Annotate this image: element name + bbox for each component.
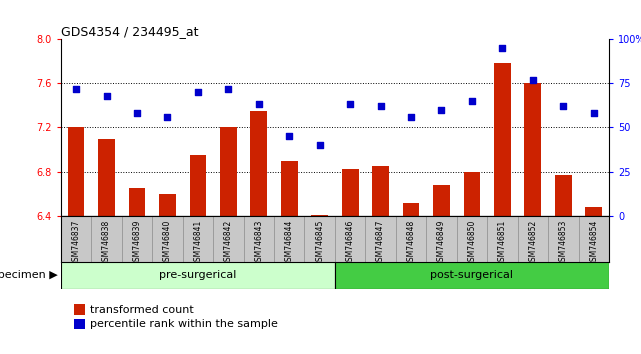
Bar — [190, 155, 206, 216]
Text: GSM746837: GSM746837 — [72, 219, 81, 266]
Text: pre-surgerical: pre-surgerical — [159, 270, 237, 280]
Text: specimen ▶: specimen ▶ — [0, 270, 58, 280]
Point — [254, 102, 264, 107]
Bar — [433, 185, 450, 216]
Bar — [68, 127, 85, 216]
Text: percentile rank within the sample: percentile rank within the sample — [90, 319, 278, 329]
Bar — [487, 216, 518, 262]
Bar — [524, 83, 541, 216]
Bar — [548, 216, 578, 262]
Bar — [463, 172, 480, 216]
Point — [558, 103, 569, 109]
Bar — [342, 170, 358, 216]
Bar — [183, 216, 213, 262]
Text: GSM746844: GSM746844 — [285, 219, 294, 266]
Text: GSM746838: GSM746838 — [102, 219, 111, 266]
Text: GSM746843: GSM746843 — [254, 219, 263, 266]
Bar — [312, 215, 328, 216]
Point — [223, 86, 233, 91]
Bar — [153, 216, 183, 262]
Bar — [518, 216, 548, 262]
Bar — [122, 216, 153, 262]
Bar — [494, 63, 511, 216]
Point — [528, 77, 538, 82]
Bar — [304, 216, 335, 262]
Text: GDS4354 / 234495_at: GDS4354 / 234495_at — [61, 25, 199, 38]
Bar — [403, 202, 419, 216]
Bar — [129, 188, 146, 216]
Bar — [220, 127, 237, 216]
Text: GSM746854: GSM746854 — [589, 219, 598, 266]
Bar — [365, 216, 395, 262]
Text: GSM746850: GSM746850 — [467, 219, 476, 266]
Bar — [244, 216, 274, 262]
Point — [162, 114, 172, 120]
Text: GSM746849: GSM746849 — [437, 219, 446, 266]
Bar — [251, 111, 267, 216]
Point — [284, 133, 294, 139]
Text: GSM746846: GSM746846 — [345, 219, 354, 266]
Bar — [585, 207, 602, 216]
Point — [315, 142, 325, 148]
Bar — [426, 216, 456, 262]
Text: GSM746853: GSM746853 — [559, 219, 568, 266]
Bar — [372, 166, 389, 216]
Bar — [61, 216, 92, 262]
Bar — [98, 138, 115, 216]
Bar — [159, 194, 176, 216]
Point — [193, 89, 203, 95]
Bar — [335, 216, 365, 262]
Point — [497, 45, 508, 51]
Point — [132, 110, 142, 116]
Bar — [213, 216, 244, 262]
Text: GSM746842: GSM746842 — [224, 219, 233, 266]
Text: GSM746845: GSM746845 — [315, 219, 324, 266]
Point — [101, 93, 112, 98]
Text: GSM746848: GSM746848 — [406, 219, 415, 266]
Bar — [456, 216, 487, 262]
Point — [406, 114, 416, 120]
Bar — [396, 216, 426, 262]
Text: GSM746841: GSM746841 — [194, 219, 203, 266]
Bar — [92, 216, 122, 262]
Bar — [555, 175, 572, 216]
Text: transformed count: transformed count — [90, 305, 194, 315]
Point — [71, 86, 81, 91]
Bar — [281, 161, 297, 216]
Bar — [274, 216, 304, 262]
Text: GSM746851: GSM746851 — [498, 219, 507, 266]
Point — [437, 107, 447, 113]
Text: post-surgerical: post-surgerical — [431, 270, 513, 280]
Text: GSM746840: GSM746840 — [163, 219, 172, 266]
Point — [345, 102, 355, 107]
Point — [467, 98, 477, 104]
Text: GSM746839: GSM746839 — [133, 219, 142, 266]
Text: GSM746847: GSM746847 — [376, 219, 385, 266]
Point — [588, 110, 599, 116]
Bar — [578, 216, 609, 262]
Bar — [61, 262, 335, 289]
Point — [376, 103, 386, 109]
Text: GSM746852: GSM746852 — [528, 219, 537, 266]
Bar — [335, 262, 609, 289]
